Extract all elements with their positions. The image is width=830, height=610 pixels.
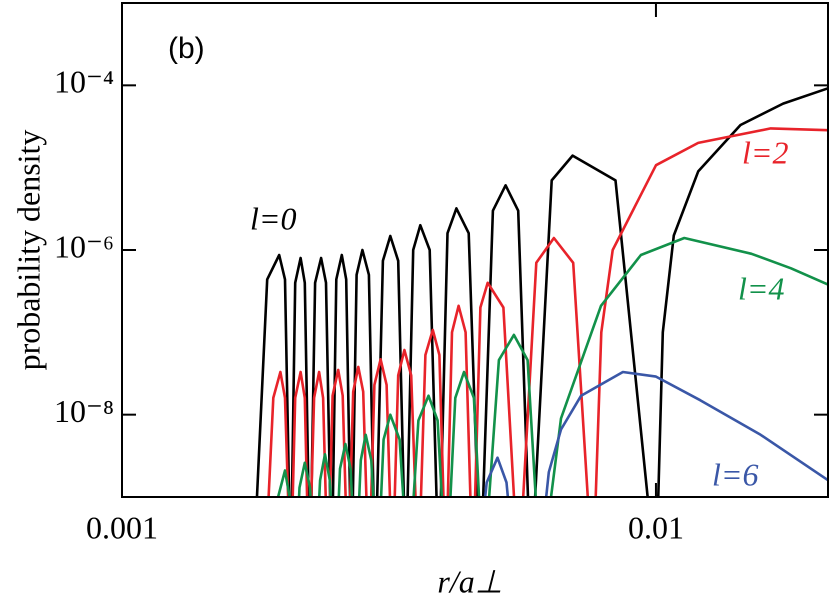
curve: [267, 127, 828, 497]
y-tick-label: 10⁻⁶: [54, 228, 114, 264]
y-tick-label: 10⁻⁸: [54, 393, 114, 429]
y-axis-label: probability density: [10, 130, 46, 371]
curve: [483, 370, 828, 497]
y-tick-label: 10⁻⁴: [54, 64, 114, 100]
series-label: l=6: [712, 456, 758, 492]
series-label: l=4: [738, 270, 784, 306]
x-axis-label: r/a⊥: [437, 563, 502, 599]
plot-area: [255, 87, 828, 497]
curve: [276, 236, 828, 497]
series-label: l=0: [250, 200, 296, 236]
x-tick-label: 0.01: [628, 509, 684, 545]
panel-label: (b): [168, 32, 205, 65]
series-label: l=2: [742, 134, 788, 170]
x-tick-label: 0.001: [86, 509, 158, 545]
